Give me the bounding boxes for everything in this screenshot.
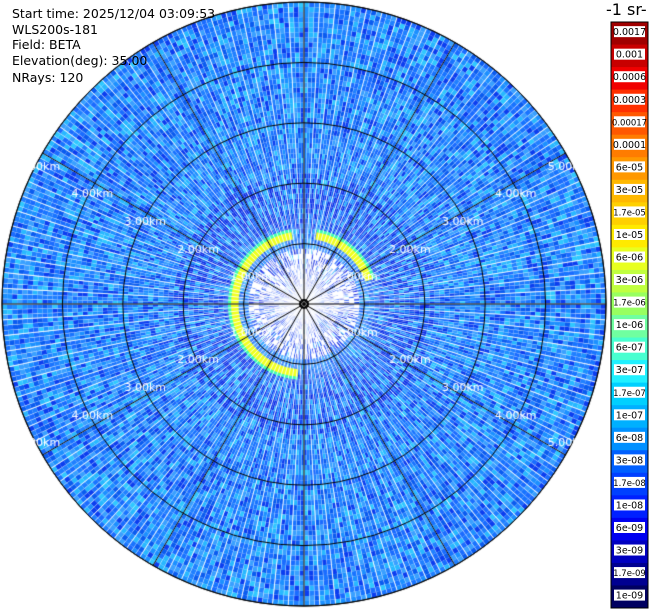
colorbar-tick-label: 1e-05 <box>616 230 643 241</box>
colorbar-tick-background <box>614 454 645 466</box>
colorbar-tick-background <box>614 274 645 286</box>
colorbar-tick-label: 6e-09 <box>616 523 643 534</box>
colorbar-tick-label: 0.0017 <box>613 27 646 38</box>
colorbar-border <box>610 21 649 609</box>
colorbar-tick-background <box>614 251 645 263</box>
colorbar-tick-label: 6e-05 <box>616 162 643 173</box>
colorbar-tick-label: 1e-07 <box>616 410 643 421</box>
colorbar-tick-label: 1.7e-09 <box>613 569 646 579</box>
colorbar-tick-label: 1.7e-07 <box>613 389 646 399</box>
colorbar-tick-label: 3e-05 <box>616 185 643 196</box>
colorbar-tick-label: 1.7e-05 <box>613 208 646 218</box>
start-time-label: Start time: 2025/12/04 03:09:53 <box>12 6 216 21</box>
colorbar-tick-background <box>614 71 645 83</box>
colorbar-tick-background <box>614 319 645 331</box>
colorbar-tick-background <box>614 589 645 601</box>
colorbar-tick-label: 3e-06 <box>616 275 643 286</box>
colorbar-tick-label: 0.0003 <box>613 95 646 106</box>
instrument-label: WLS200s-181 <box>12 22 98 37</box>
colorbar-tick-background <box>614 544 645 556</box>
colorbar-tick-background <box>614 138 645 150</box>
colorbar-tick-background <box>614 26 645 38</box>
colorbar-tick-label: 6e-06 <box>616 253 643 264</box>
colorbar-tick-label: 6e-08 <box>616 433 643 444</box>
colorbar-tick-background <box>614 161 645 173</box>
colorbar-tick-background <box>614 567 645 579</box>
colorbar-tick-background <box>614 183 645 195</box>
colorbar-tick-background <box>614 93 645 105</box>
colorbar-tick-label: 1e-08 <box>616 500 643 511</box>
colorbar-tick-background <box>614 116 645 128</box>
elevation-label: Elevation(deg): 35.00 <box>12 53 148 68</box>
colorbar-tick-label: 1e-06 <box>616 320 643 331</box>
colorbar-tick-label: 1.7e-06 <box>613 299 646 309</box>
colorbar-tick-label: 0.0001 <box>613 140 646 151</box>
colorbar-title: -1 sr- <box>606 0 647 19</box>
colorbar-tick-background <box>614 296 645 308</box>
colorbar-tick-label: 1.7e-08 <box>613 479 646 489</box>
colorbar-tick-label: 3e-08 <box>616 455 643 466</box>
colorbar-tick-label: 6e-07 <box>616 343 643 354</box>
colorbar-tick-background <box>614 499 645 511</box>
colorbar-tick-label: 3e-07 <box>616 365 643 376</box>
colorbar-tick-background <box>614 206 645 218</box>
colorbar-tick-background <box>614 409 645 421</box>
colorbar-tick-label: 0.0006 <box>613 72 646 83</box>
colorbar-tick-background <box>614 364 645 376</box>
colorbar-tick-label: 0.00017 <box>612 118 647 128</box>
colorbar-tick-background <box>614 228 645 240</box>
colorbar-tick-background <box>614 48 645 60</box>
colorbar-tick-background <box>614 431 645 443</box>
colorbar-tick-label: 0.001 <box>616 50 643 61</box>
colorbar-tick-label: 3e-09 <box>616 546 643 557</box>
colorbar-tick-label: 1e-09 <box>616 591 643 602</box>
colorbar-tick-background <box>614 341 645 353</box>
nrays-label: NRays: 120 <box>12 70 84 85</box>
field-label: Field: BETA <box>12 37 81 52</box>
colorbar-tick-background <box>614 476 645 488</box>
colorbar-tick-background <box>614 521 645 533</box>
colorbar-tick-background <box>614 386 645 398</box>
